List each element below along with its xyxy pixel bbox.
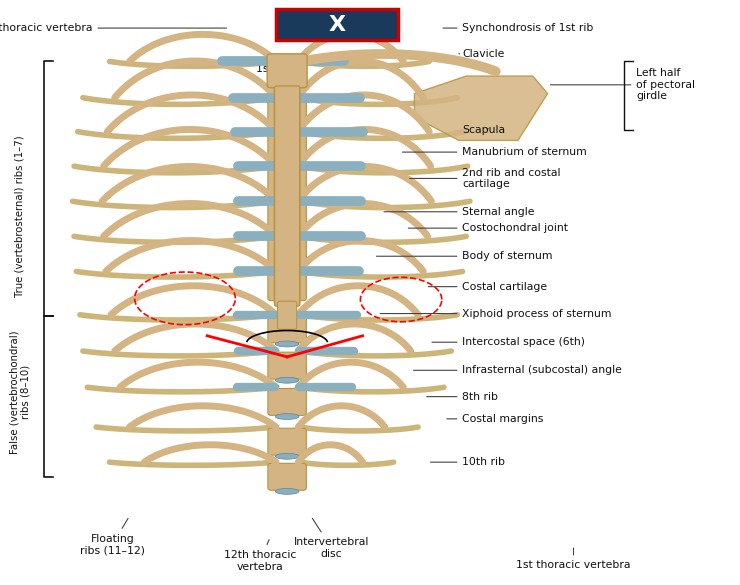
Text: True (vertebrosternal) ribs (1–7): True (vertebrosternal) ribs (1–7) [15,136,25,297]
Text: 2nd rib and costal
cartilage: 2nd rib and costal cartilage [410,168,561,189]
Text: 1st rib: 1st rib [257,64,291,74]
FancyBboxPatch shape [268,463,306,490]
Ellipse shape [275,341,299,347]
Ellipse shape [275,299,299,305]
Text: Costal cartilage: Costal cartilage [428,281,548,292]
Text: Xiphoid process of sternum: Xiphoid process of sternum [380,308,612,319]
FancyBboxPatch shape [268,204,306,230]
Text: Clavicle: Clavicle [459,49,505,59]
Ellipse shape [275,90,299,95]
FancyBboxPatch shape [268,64,306,91]
Text: False (vertebrochondral)
ribs (8–10): False (vertebrochondral) ribs (8–10) [9,330,31,454]
Ellipse shape [275,488,299,494]
Ellipse shape [275,414,299,419]
Ellipse shape [275,264,299,270]
Text: Infrasternal (subcostal) angle: Infrasternal (subcostal) angle [414,365,622,376]
FancyBboxPatch shape [268,316,306,343]
FancyBboxPatch shape [267,54,307,88]
FancyBboxPatch shape [268,274,306,301]
Text: X: X [328,15,346,35]
Text: 1st thoracic vertebra: 1st thoracic vertebra [0,23,226,33]
Text: Body of sternum: Body of sternum [377,251,553,261]
FancyBboxPatch shape [268,388,306,415]
Text: Synchondrosis of 1st rib: Synchondrosis of 1st rib [443,23,594,33]
FancyBboxPatch shape [278,301,297,329]
Text: Intercostal space (6th): Intercostal space (6th) [432,337,585,347]
Ellipse shape [275,159,299,164]
Text: Sternal angle: Sternal angle [384,207,535,217]
FancyBboxPatch shape [268,352,306,379]
FancyBboxPatch shape [268,99,306,126]
Text: 1st thoracic vertebra: 1st thoracic vertebra [517,548,630,570]
Text: 12th thoracic
vertebra: 12th thoracic vertebra [224,539,297,572]
Text: Costal margins: Costal margins [447,414,544,424]
Text: 10th rib: 10th rib [431,457,505,467]
Text: Intervertebral
disc: Intervertebral disc [294,518,369,559]
FancyBboxPatch shape [275,86,300,306]
FancyBboxPatch shape [268,133,306,160]
FancyBboxPatch shape [268,428,306,455]
FancyBboxPatch shape [268,168,306,195]
FancyBboxPatch shape [275,9,398,40]
FancyBboxPatch shape [268,239,306,266]
Text: Manubrium of sternum: Manubrium of sternum [403,147,588,157]
Text: 8th rib: 8th rib [427,391,499,402]
FancyBboxPatch shape [275,91,300,306]
Ellipse shape [275,125,299,130]
Ellipse shape [275,194,299,199]
Text: Costochondral joint: Costochondral joint [408,223,568,233]
Polygon shape [414,76,548,140]
Text: Scapula: Scapula [462,125,505,135]
Ellipse shape [275,453,299,459]
Ellipse shape [275,229,299,235]
Text: Left half
of pectoral
girdle: Left half of pectoral girdle [551,68,696,101]
Text: Floating
ribs (11–12): Floating ribs (11–12) [80,518,145,555]
Ellipse shape [275,377,299,383]
